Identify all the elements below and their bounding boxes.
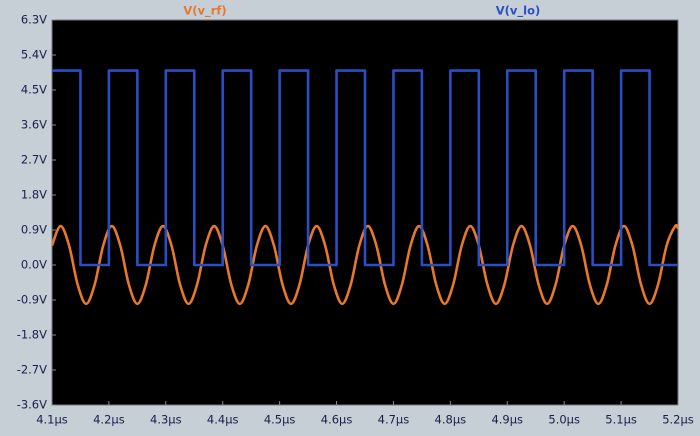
x-tick-label: 4.9µs: [491, 413, 523, 427]
x-tick-label: 5.2µs: [662, 413, 694, 427]
y-tick-label: 3.6V: [21, 118, 47, 132]
y-tick-label: -2.7V: [17, 363, 47, 377]
x-tick-label: 4.3µs: [150, 413, 182, 427]
x-tick-label: 4.2µs: [93, 413, 125, 427]
x-tick-label: 4.4µs: [207, 413, 239, 427]
legend-entry: V(v_rf): [183, 4, 226, 19]
x-tick-label: 5.0µs: [548, 413, 580, 427]
x-tick-label: 4.6µs: [321, 413, 353, 427]
y-tick-label: 0.9V: [21, 223, 47, 237]
x-tick-label: 5.1µs: [605, 413, 637, 427]
traces: [52, 69, 678, 306]
x-tick-label: 4.1µs: [36, 413, 68, 427]
y-tick-label: -1.8V: [17, 328, 47, 342]
y-tick-label: 6.3V: [21, 13, 47, 27]
trace: [52, 223, 678, 306]
y-tick-label: 5.4V: [21, 48, 47, 62]
y-tick-label: 4.5V: [21, 83, 47, 97]
y-tick-label: 1.8V: [21, 188, 47, 202]
x-tick-label: 4.5µs: [264, 413, 296, 427]
y-tick-label: -3.6V: [17, 398, 47, 412]
legend-entry: V(v_lo): [496, 4, 541, 19]
trace: [52, 69, 678, 267]
x-tick-label: 4.8µs: [435, 413, 467, 427]
y-tick-label: 0.0V: [21, 258, 47, 272]
y-tick-label: 2.7V: [21, 153, 47, 167]
x-tick-label: 4.7µs: [378, 413, 410, 427]
y-tick-label: -0.9V: [17, 293, 47, 307]
